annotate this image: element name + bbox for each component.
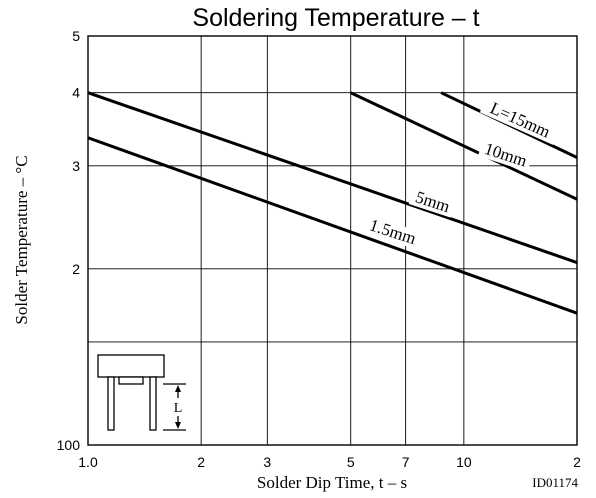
y-axis-label: Solder Temperature – °C bbox=[12, 155, 31, 324]
inset-lead-right bbox=[149, 376, 157, 431]
series-line-10mm bbox=[350, 91, 578, 201]
x-tick-label: 2 bbox=[197, 454, 205, 470]
x-tick-label: 5 bbox=[347, 454, 355, 470]
y-tick-labels: 100 2 3 4 5 bbox=[57, 28, 81, 453]
inset-component-body bbox=[97, 354, 165, 378]
x-tick-label: 3 bbox=[263, 454, 271, 470]
x-tick-label: 2 bbox=[573, 454, 581, 470]
series-label-l15: L=15mm bbox=[487, 98, 553, 141]
series-label-1-5mm: 1.5mm bbox=[367, 215, 418, 248]
plot-frame bbox=[87, 35, 578, 446]
curve-labels: L=15mm 10mm 5mm 1.5mm bbox=[363, 95, 561, 250]
inset-lead-left bbox=[107, 376, 115, 431]
x-axis-label: Solder Dip Time, t – s bbox=[257, 473, 407, 492]
figure-id: ID01174 bbox=[532, 475, 578, 490]
x-tick-labels: 1.0 2 3 5 7 10 2 bbox=[78, 454, 581, 470]
chart-title: Soldering Temperature – t bbox=[192, 4, 479, 32]
x-tick-label: 1.0 bbox=[78, 454, 98, 470]
series-group bbox=[87, 91, 578, 315]
y-tick-label: 2 bbox=[72, 261, 80, 277]
series-line-5mm bbox=[87, 91, 578, 264]
inset-arrowhead-up bbox=[175, 385, 181, 392]
y-tick-label: 100 bbox=[57, 437, 81, 453]
y-tick-label: 4 bbox=[72, 85, 80, 101]
lead-length-inset: L bbox=[89, 348, 197, 444]
y-tick-label: 5 bbox=[72, 28, 80, 44]
x-tick-label: 7 bbox=[402, 454, 410, 470]
y-tick-label: 3 bbox=[72, 158, 80, 174]
series-line-1-5mm bbox=[87, 136, 578, 315]
inset-length-label: L bbox=[174, 401, 183, 416]
inset-seating-plane bbox=[118, 376, 144, 385]
inset-arrowhead-down bbox=[175, 422, 181, 429]
x-tick-label: 10 bbox=[456, 454, 472, 470]
